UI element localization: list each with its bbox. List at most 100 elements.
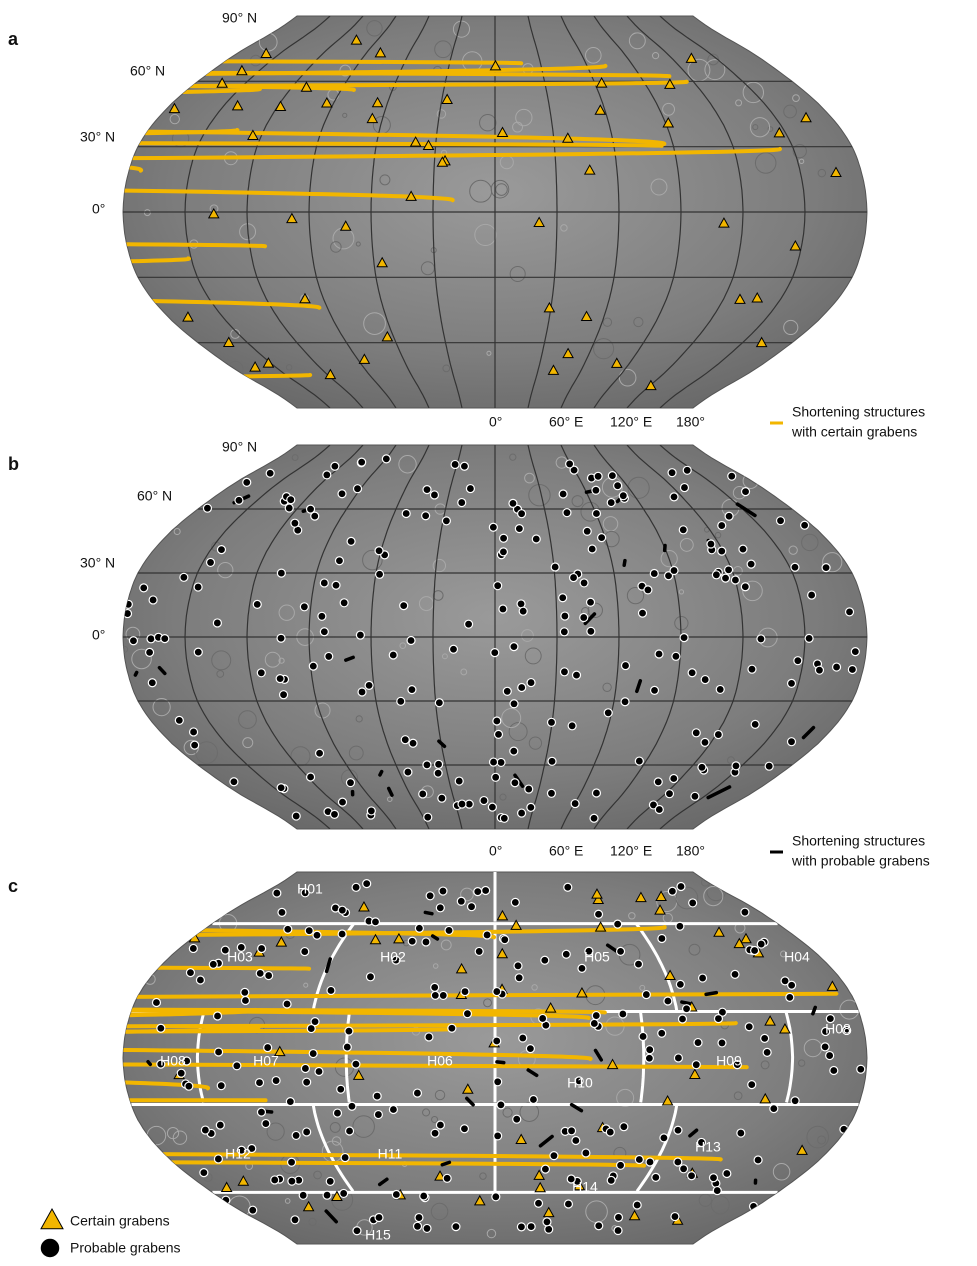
probable-graben xyxy=(452,1223,460,1231)
probable-graben xyxy=(335,557,343,565)
certain-structure xyxy=(1,61,522,64)
probable-graben xyxy=(822,564,830,572)
probable-graben xyxy=(560,628,568,636)
probable-graben xyxy=(592,486,600,494)
probable-graben xyxy=(400,602,408,610)
probable-graben xyxy=(180,573,188,581)
probable-graben xyxy=(658,1029,666,1037)
probable-graben xyxy=(235,496,243,504)
longitude-label: 120° E xyxy=(610,843,652,859)
probable-graben xyxy=(494,1078,502,1086)
probable-graben xyxy=(303,1128,311,1136)
probable-graben xyxy=(572,1137,580,1145)
probable-graben xyxy=(397,697,405,705)
probable-graben xyxy=(519,607,527,615)
probable-graben xyxy=(732,762,740,770)
probable-graben xyxy=(559,490,567,498)
probable-graben xyxy=(311,1018,319,1026)
probable-graben xyxy=(757,635,765,643)
probable-graben xyxy=(645,1054,653,1062)
probable-graben xyxy=(333,1109,341,1117)
probable-structure xyxy=(617,500,619,502)
probable-graben xyxy=(436,904,444,912)
probable-graben xyxy=(757,940,765,948)
probable-graben xyxy=(213,619,221,627)
probable-graben xyxy=(815,666,823,674)
probable-structure xyxy=(148,1062,150,1065)
certain-structure xyxy=(1,375,310,378)
probable-graben xyxy=(435,760,443,768)
probable-graben xyxy=(291,519,299,527)
probable-graben xyxy=(642,991,650,999)
quadrangle-label: H08 xyxy=(160,1053,186,1069)
probable-graben xyxy=(548,718,556,726)
probable-graben xyxy=(439,991,447,999)
probable-structure xyxy=(813,1007,815,1013)
latitude-label: 30° N xyxy=(80,555,115,571)
probable-structure xyxy=(624,561,625,566)
probable-graben xyxy=(409,739,417,747)
probable-graben xyxy=(517,1223,525,1231)
probable-graben xyxy=(256,1079,264,1087)
probable-graben xyxy=(658,934,666,942)
probable-graben xyxy=(751,947,759,955)
probable-graben xyxy=(619,492,627,500)
probable-graben xyxy=(573,671,581,679)
probable-graben xyxy=(265,972,273,980)
probable-graben xyxy=(466,485,474,493)
probable-graben xyxy=(392,1191,400,1199)
probable-graben xyxy=(617,947,625,955)
probable-graben xyxy=(805,634,813,642)
probable-graben xyxy=(375,547,383,555)
probable-graben xyxy=(635,757,643,765)
probable-graben xyxy=(216,1121,224,1129)
probable-graben xyxy=(288,1177,296,1185)
probable-graben xyxy=(291,1216,299,1224)
probable-graben xyxy=(582,1149,590,1157)
probable-graben xyxy=(307,505,315,513)
probable-graben xyxy=(491,649,499,657)
probable-graben xyxy=(258,945,266,953)
probable-graben xyxy=(408,937,416,945)
probable-graben xyxy=(434,769,442,777)
probable-graben xyxy=(273,889,281,897)
quadrangle-label: H05 xyxy=(584,949,610,965)
probable-graben xyxy=(482,886,490,894)
probable-graben xyxy=(614,1213,622,1221)
probable-graben xyxy=(423,486,431,494)
probable-graben xyxy=(794,657,802,665)
certain-structure xyxy=(0,1029,450,1032)
probable-graben xyxy=(488,803,496,811)
probable-graben xyxy=(547,789,555,797)
probable-graben xyxy=(646,1158,654,1166)
probable-graben xyxy=(283,1000,291,1008)
probable-graben xyxy=(303,1078,311,1086)
probable-graben xyxy=(688,1172,696,1180)
probable-graben xyxy=(292,1131,300,1139)
latitude-label: 0° xyxy=(92,201,105,217)
probable-graben xyxy=(292,812,300,820)
probable-graben xyxy=(698,763,706,771)
probable-graben xyxy=(492,1193,500,1201)
probable-graben xyxy=(587,627,595,635)
probable-graben xyxy=(233,1062,241,1070)
probable-graben xyxy=(500,814,508,822)
probable-graben xyxy=(500,534,508,542)
probable-graben xyxy=(323,1191,331,1199)
longitude-label: 180° xyxy=(676,843,705,859)
probable-graben xyxy=(718,1039,726,1047)
probable-graben xyxy=(562,950,570,958)
probable-graben xyxy=(175,716,183,724)
probable-graben xyxy=(680,1165,688,1173)
probable-graben xyxy=(257,669,265,677)
longitude-label: 0° xyxy=(489,414,502,430)
probable-graben xyxy=(190,728,198,736)
probable-graben xyxy=(203,504,211,512)
quadrangle-label: H11 xyxy=(378,1146,403,1162)
probable-graben xyxy=(694,1039,702,1047)
probable-graben xyxy=(346,779,354,787)
probable-graben xyxy=(194,583,202,591)
probable-graben xyxy=(821,1043,829,1051)
probable-graben xyxy=(420,1192,428,1200)
probable-graben xyxy=(415,924,423,932)
